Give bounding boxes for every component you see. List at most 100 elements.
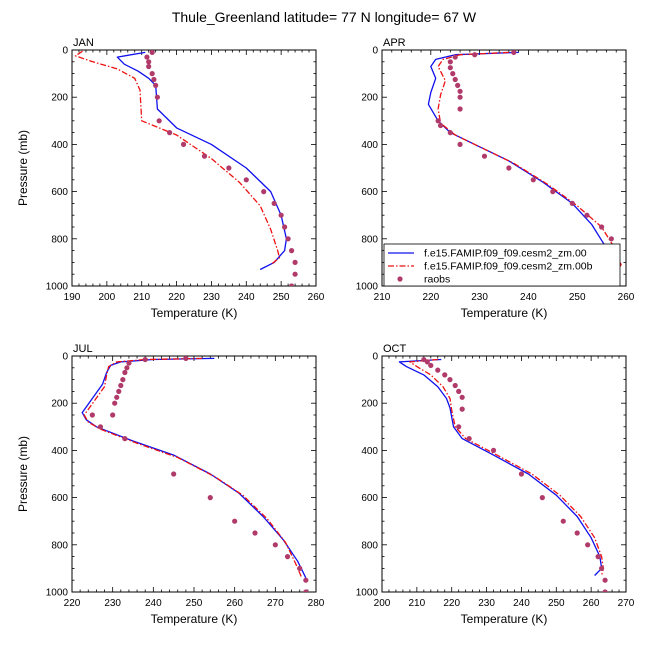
panel-jan: 190 200 210 220 230 240 250 260 0 200 400 600 800 100… xyxy=(16,37,325,320)
plot-frame xyxy=(381,355,627,593)
x-tick-label: 270 xyxy=(618,598,635,609)
raobs-point xyxy=(608,236,614,242)
y-tick-label: 800 xyxy=(51,234,68,245)
raobs-point xyxy=(447,59,453,65)
series-group xyxy=(398,356,608,592)
raobs-point xyxy=(171,471,177,477)
raobs-point xyxy=(289,283,295,286)
panels: 190 200 210 220 230 240 250 260 0 200 400 600 800 100… xyxy=(16,37,635,626)
series-line-00 xyxy=(398,358,603,576)
raobs-point xyxy=(284,554,291,560)
y-tick-label: 0 xyxy=(372,46,378,57)
x-tick-label: 260 xyxy=(308,292,325,303)
raobs-point xyxy=(450,71,456,77)
raobs-point xyxy=(153,82,159,88)
series-line-00b xyxy=(437,51,622,278)
raobs-point xyxy=(110,412,116,418)
x-tick-label: 230 xyxy=(478,598,495,609)
x-tick-label: 230 xyxy=(471,292,488,303)
y-tick-label: 600 xyxy=(361,187,378,198)
x-tick-label: 230 xyxy=(104,598,121,609)
raobs-point xyxy=(530,177,536,183)
y-axis-title: Pressure (mb) xyxy=(16,130,30,206)
raobs-point xyxy=(149,71,155,77)
series-group xyxy=(74,50,298,286)
raobs-point xyxy=(456,388,462,394)
raobs-point xyxy=(481,153,488,159)
x-tick-label: 250 xyxy=(186,598,203,609)
x-tick-label: 270 xyxy=(267,598,284,609)
x-tick-label: 200 xyxy=(99,292,116,303)
raobs-point xyxy=(243,177,249,183)
series-group xyxy=(81,356,309,592)
raobs-point xyxy=(457,88,463,94)
raobs-point xyxy=(285,236,291,242)
x-tick-label: 220 xyxy=(168,292,185,303)
raobs-point xyxy=(146,63,152,70)
panel-oct: 200 210 220 230 240 250 260 270 0 200 400 600 800 100… xyxy=(356,343,635,626)
x-tick-label: 210 xyxy=(409,598,426,609)
x-tick-label: 220 xyxy=(64,598,81,609)
series-group xyxy=(427,50,622,286)
x-axis-title: Temperature (K) xyxy=(461,306,548,320)
raobs-point xyxy=(472,52,478,58)
raobs-point xyxy=(456,424,462,430)
legend-box xyxy=(383,243,621,287)
x-tick-label: 240 xyxy=(513,598,530,609)
plot-frame xyxy=(71,49,317,287)
x-tick-label: 260 xyxy=(583,598,600,609)
raobs-point xyxy=(282,224,288,230)
raobs-point xyxy=(226,165,232,171)
raobs-point xyxy=(585,542,591,548)
raobs-point xyxy=(424,359,430,365)
raobs-point xyxy=(180,141,187,147)
y-tick-label: 400 xyxy=(361,140,378,151)
raobs-point xyxy=(120,377,126,383)
raobs-point xyxy=(271,200,277,206)
x-tick-label: 250 xyxy=(548,598,565,609)
raobs-point xyxy=(602,589,608,592)
raobs-point xyxy=(261,189,267,195)
y-tick-label: 800 xyxy=(361,540,378,551)
series-line-00b xyxy=(83,357,303,579)
raobs-point xyxy=(457,106,463,112)
raobs-point xyxy=(89,412,95,418)
raobs-point xyxy=(278,212,284,218)
raobs-point xyxy=(292,271,298,277)
figure-title: Thule_Greenland latitude= 77 N longitude… xyxy=(172,9,477,25)
raobs-point xyxy=(457,94,463,100)
raobs-point xyxy=(506,165,512,171)
raobs-point xyxy=(272,542,278,548)
y-axis-title: Pressure (mb) xyxy=(16,436,30,512)
y-tick-label: 200 xyxy=(51,399,68,410)
x-axis-title: Temperature (K) xyxy=(461,612,548,626)
raobs-point xyxy=(459,394,465,400)
panel-jul: 220 230 240 250 260 270 280 0 200 400 600 800 1000 JU… xyxy=(16,343,325,626)
raobs-point xyxy=(452,54,458,60)
legend: f.e15.FAMIP.f09_f09.cesm2_zm.00f.e15.FAM… xyxy=(383,243,621,287)
y-tick-label: 400 xyxy=(361,446,378,457)
y-tick-label: 0 xyxy=(62,352,68,363)
series-line-00b xyxy=(409,358,604,576)
raobs-point xyxy=(466,436,472,442)
raobs-point xyxy=(297,565,303,572)
raobs-point xyxy=(232,518,238,524)
raobs-point xyxy=(303,589,309,592)
y-tick-label: 200 xyxy=(51,93,68,104)
x-tick-label: 240 xyxy=(238,292,255,303)
raobs-point xyxy=(435,118,441,124)
raobs-point xyxy=(435,367,441,373)
raobs-point xyxy=(116,388,122,394)
raobs-point xyxy=(303,577,309,583)
plot-frame xyxy=(71,355,317,593)
series-line-00 xyxy=(116,51,288,271)
raobs-point xyxy=(154,94,160,100)
y-tick-label: 1000 xyxy=(356,282,379,293)
raobs-point xyxy=(289,248,295,254)
raobs-point xyxy=(428,362,434,369)
x-tick-label: 220 xyxy=(422,292,439,303)
raobs-point xyxy=(252,530,258,536)
raobs-point xyxy=(599,224,605,230)
y-tick-label: 800 xyxy=(51,540,68,551)
